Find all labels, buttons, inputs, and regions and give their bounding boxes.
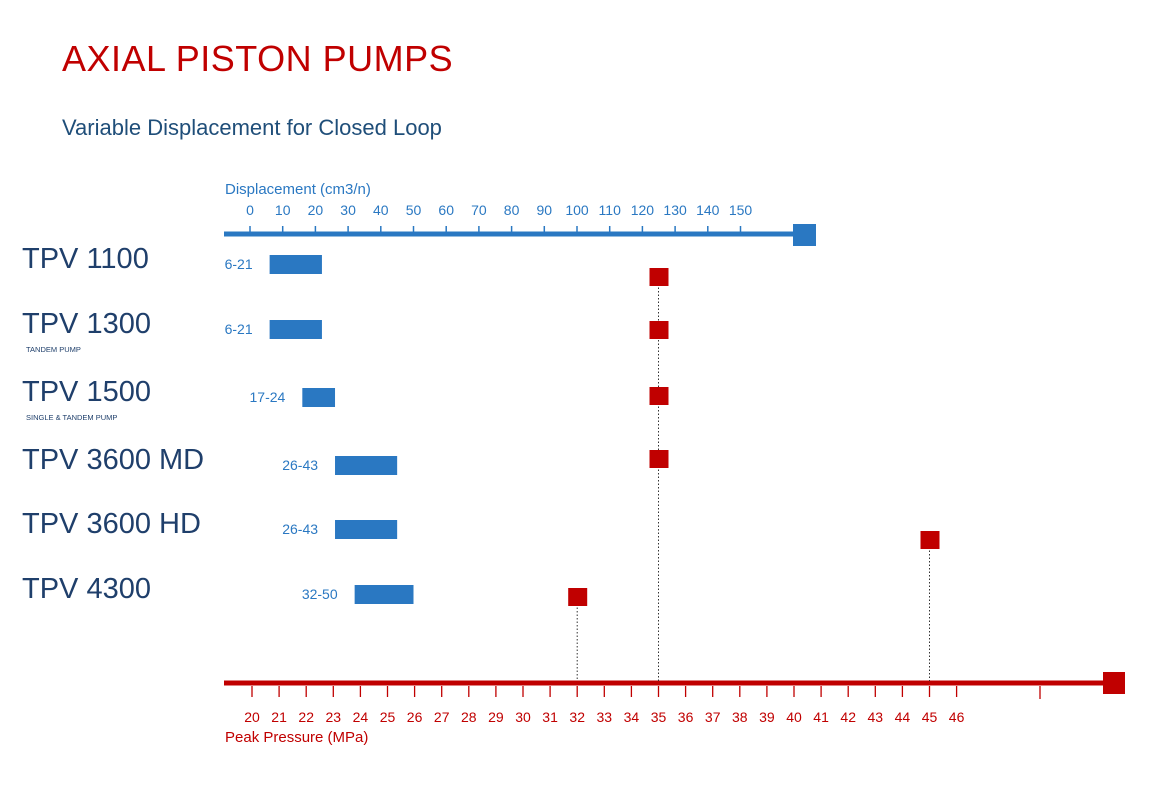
displacement-range-label: 32-50: [302, 586, 338, 602]
displacement-tick-label: 80: [504, 202, 520, 218]
pressure-tick-label: 31: [542, 709, 558, 725]
displacement-range-label: 6-21: [225, 321, 253, 337]
pump-name: TPV 1500: [22, 376, 151, 408]
displacement-tick-label: 10: [275, 202, 291, 218]
pressure-tick-label: 32: [569, 709, 585, 725]
displacement-tick-label: 20: [308, 202, 324, 218]
displacement-tick-label: 0: [246, 202, 254, 218]
pressure-tick-label: 20: [244, 709, 260, 725]
displacement-tick-label: 120: [631, 202, 655, 218]
pressure-tick-label: 42: [840, 709, 856, 725]
displacement-range-label: 26-43: [282, 457, 318, 473]
displacement-tick-label: 90: [537, 202, 553, 218]
pressure-axis-label: Peak Pressure (MPa): [225, 729, 368, 746]
displacement-tick-label: 40: [373, 202, 389, 218]
pressure-marker: [649, 387, 669, 405]
pump-note: SINGLE & TANDEM PUMP: [26, 413, 118, 422]
pressure-tick-label: 28: [461, 709, 477, 725]
displacement-bar: [302, 388, 336, 407]
pressure-tick-label: 23: [326, 709, 342, 725]
displacement-bar: [269, 255, 322, 274]
pump-name: TPV 4300: [22, 573, 151, 605]
pressure-tick-label: 25: [380, 709, 396, 725]
pressure-tick-label: 37: [705, 709, 721, 725]
pressure-marker: [649, 450, 669, 468]
displacement-tick-label: 110: [599, 202, 622, 218]
pressure-tick-label: 39: [759, 709, 775, 725]
pressure-tick-label: 43: [868, 709, 884, 725]
pressure-tick-label: 36: [678, 709, 694, 725]
displacement-axis-label: Displacement (cm3/n): [225, 181, 371, 198]
displacement-range-label: 6-21: [225, 256, 253, 272]
displacement-bar: [335, 520, 398, 539]
displacement-tick-label: 150: [729, 202, 753, 218]
pump-name: TPV 3600 HD: [22, 508, 201, 540]
displacement-tick-label: 100: [565, 202, 589, 218]
pressure-tick-label: 21: [271, 709, 287, 725]
displacement-bar: [269, 320, 322, 339]
pressure-tick-label: 30: [515, 709, 531, 725]
pressure-tick-label: 33: [597, 709, 613, 725]
pressure-tick-label: 44: [895, 709, 911, 725]
pump-name: TPV 3600 MD: [22, 444, 205, 476]
pressure-marker: [568, 588, 588, 606]
displacement-tick-label: 30: [340, 202, 356, 218]
pressure-tick-label: 34: [624, 709, 640, 725]
pressure-tick-label: 38: [732, 709, 748, 725]
pump-name: TPV 1100: [22, 243, 149, 275]
pressure-tick-label: 35: [651, 709, 667, 725]
pump-name: TPV 1300: [22, 308, 151, 340]
pressure-tick-label: 27: [434, 709, 450, 725]
pressure-tick-label: 24: [353, 709, 369, 725]
displacement-tick-label: 130: [663, 202, 687, 218]
pressure-tick-label: 41: [813, 709, 829, 725]
pressure-tick-label: 26: [407, 709, 423, 725]
pump-note: TANDEM PUMP: [26, 345, 81, 354]
pressure-marker: [920, 531, 940, 549]
displacement-tick-label: 50: [406, 202, 422, 218]
pressure-tick-label: 22: [298, 709, 314, 725]
displacement-range-label: 17-24: [250, 389, 286, 405]
displacement-bar: [335, 456, 398, 475]
displacement-tick-label: 60: [438, 202, 454, 218]
pressure-tick-label: 40: [786, 709, 802, 725]
page-title: AXIAL PISTON PUMPS: [62, 38, 454, 79]
displacement-tick-label: 70: [471, 202, 487, 218]
page-subtitle: Variable Displacement for Closed Loop: [62, 115, 442, 140]
displacement-tick-label: 140: [696, 202, 720, 218]
pressure-tick-label: 46: [949, 709, 965, 725]
displacement-bar: [354, 585, 414, 604]
pressure-marker: [649, 268, 669, 286]
pressure-tick-label: 45: [922, 709, 938, 725]
pressure-marker: [649, 321, 669, 339]
displacement-range-label: 26-43: [282, 521, 318, 537]
displacement-axis-end-marker: [793, 224, 816, 246]
pressure-axis-end-marker: [1103, 672, 1125, 694]
pressure-tick-label: 29: [488, 709, 504, 725]
